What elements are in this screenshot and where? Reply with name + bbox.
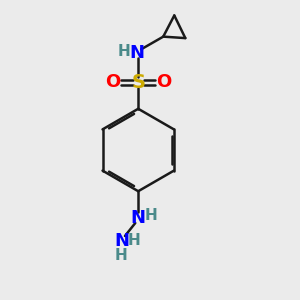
Text: N: N — [115, 232, 130, 250]
Text: H: H — [114, 248, 127, 263]
Text: O: O — [105, 73, 120, 91]
Text: S: S — [131, 73, 145, 92]
Text: N: N — [131, 209, 146, 227]
Text: H: H — [128, 232, 141, 247]
Text: N: N — [129, 44, 144, 62]
Text: H: H — [145, 208, 157, 224]
Text: O: O — [157, 73, 172, 91]
Text: H: H — [118, 44, 130, 59]
